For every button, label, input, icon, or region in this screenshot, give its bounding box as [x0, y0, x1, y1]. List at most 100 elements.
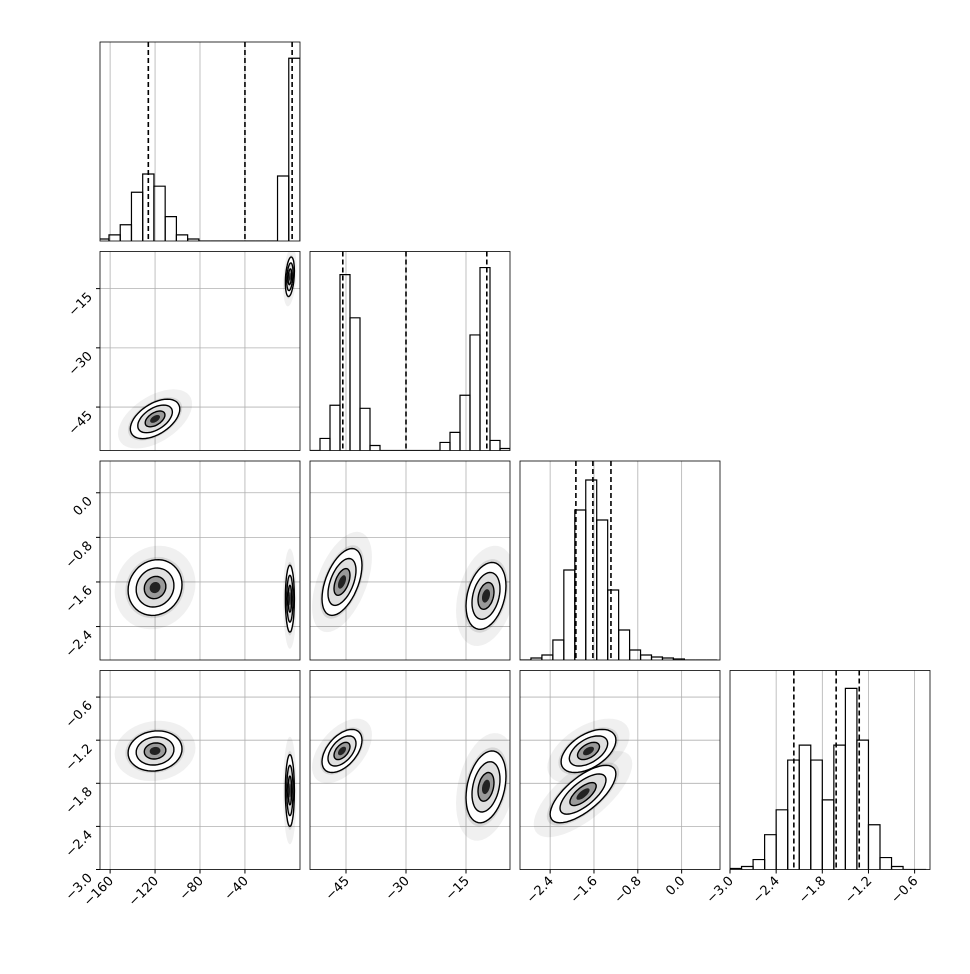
panel — [310, 461, 510, 660]
hist-bar — [639, 654, 653, 660]
panel-frame — [99, 460, 301, 661]
y-tick-label: −0.8 — [63, 539, 96, 572]
panel — [310, 251, 510, 451]
x-tick-label: −1.2 — [842, 874, 875, 907]
panel-frame — [309, 251, 511, 451]
panel-frame — [519, 670, 721, 870]
panel-frame — [309, 460, 511, 661]
hist-bar — [775, 809, 789, 870]
hist-bar — [489, 439, 501, 451]
y-tick-label: −30 — [66, 349, 96, 379]
panel-frame — [309, 670, 511, 870]
hist-bar — [867, 824, 881, 870]
panel — [100, 461, 300, 660]
hist-bar — [359, 407, 371, 451]
hist-bar — [821, 799, 835, 870]
y-tick-label: 0.0 — [71, 494, 96, 519]
y-tick-label: −1.2 — [63, 741, 96, 774]
y-tick-label: −1.6 — [63, 583, 96, 616]
hist-bar — [740, 865, 754, 870]
hist-bar — [469, 334, 481, 451]
hist-bar — [810, 759, 823, 870]
hist-bar — [276, 175, 290, 241]
hist-bar — [844, 687, 858, 870]
density-contour — [289, 592, 291, 606]
panel — [100, 42, 300, 241]
hist-bar — [288, 57, 300, 241]
hist-bar — [175, 234, 189, 241]
x-tick-label: −3.0 — [704, 874, 737, 907]
panel-frame — [519, 460, 721, 661]
density-contour — [482, 589, 490, 603]
hist-bar — [449, 431, 461, 451]
hist-bar — [119, 224, 133, 241]
hist-bar — [752, 858, 766, 870]
hist-bar — [628, 649, 642, 660]
density-contour — [289, 783, 291, 798]
density-contour — [583, 746, 594, 756]
x-tick-label: −1.8 — [796, 874, 829, 907]
hist-bar — [541, 654, 554, 660]
panel-frame — [729, 670, 931, 870]
hist-bar — [459, 394, 471, 451]
hist-bar — [618, 629, 631, 660]
hist-bar — [585, 479, 598, 660]
density-contour — [576, 788, 590, 800]
panel — [100, 251, 300, 451]
hist-bar — [499, 447, 510, 451]
y-tick-label: −2.4 — [63, 628, 96, 661]
panel — [100, 670, 300, 870]
x-tick-label: −30 — [383, 874, 413, 904]
y-tick-label: −45 — [66, 408, 96, 438]
y-tick-label: −0.6 — [63, 698, 96, 731]
panel-frame — [99, 41, 301, 242]
panel — [520, 461, 718, 660]
hist-bar — [329, 404, 341, 451]
hist-bar — [563, 569, 576, 660]
density-contour — [338, 575, 346, 589]
x-tick-label: −1.6 — [568, 874, 601, 907]
x-tick-label: 0.0 — [663, 874, 688, 899]
hist-bar — [856, 739, 870, 870]
hist-bar — [349, 317, 361, 451]
hist-bar — [164, 216, 178, 241]
hist-bar — [607, 589, 620, 660]
density-contour — [338, 746, 346, 756]
x-tick-label: −45 — [323, 874, 353, 904]
hist-bar — [130, 191, 144, 241]
panel — [730, 670, 927, 870]
panel — [310, 670, 510, 870]
density-contour — [289, 272, 291, 281]
hist-bar — [650, 656, 664, 660]
hist-bar — [798, 744, 812, 870]
hist-bar — [369, 444, 381, 451]
x-tick-label: −0.8 — [612, 874, 645, 907]
hist-bar — [339, 274, 351, 451]
x-tick-label: −40 — [222, 874, 252, 904]
panel — [520, 670, 720, 870]
hist-bar — [153, 185, 166, 241]
y-tick-label: −2.4 — [63, 828, 96, 861]
x-tick-label: −0.6 — [889, 874, 922, 907]
hist-bar — [187, 238, 200, 241]
x-tick-label: −80 — [177, 874, 207, 904]
hist-bar — [319, 437, 331, 451]
hist-bar — [890, 865, 904, 870]
panel-frame — [99, 251, 301, 451]
hist-bar — [439, 441, 451, 451]
density-contour — [149, 582, 161, 594]
x-tick-label: −2.4 — [750, 874, 783, 907]
x-tick-label: −2.4 — [524, 874, 557, 907]
density-contour — [149, 746, 161, 755]
hist-bar — [596, 519, 609, 660]
hist-bar — [479, 266, 491, 451]
hist-bar — [764, 834, 777, 870]
y-tick-label: −1.8 — [63, 785, 96, 818]
x-tick-label: −120 — [126, 874, 162, 910]
density-contour — [150, 415, 160, 423]
hist-bar — [108, 234, 121, 241]
hist-bar — [879, 856, 893, 870]
hist-bar — [552, 639, 565, 660]
x-tick-label: −15 — [443, 874, 473, 904]
